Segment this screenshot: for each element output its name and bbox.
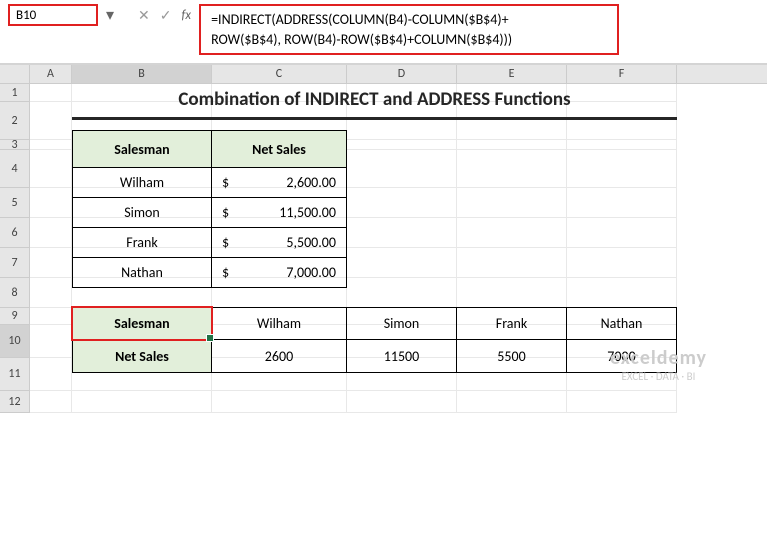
watermark-brand: exceldemy xyxy=(610,346,707,370)
col-header-e[interactable]: E xyxy=(457,65,567,83)
page-title: Combination of INDIRECT and ADDRESS Func… xyxy=(72,82,677,120)
table2-cell[interactable]: Frank xyxy=(457,307,567,340)
row-header-10[interactable]: 10 xyxy=(0,325,30,358)
formula-line-1: =INDIRECT(ADDRESS(COLUMN(B4)-COLUMN($B$4… xyxy=(211,10,607,30)
row-header-11[interactable]: 11 xyxy=(0,358,30,391)
table2-cell[interactable]: 5500 xyxy=(457,340,567,373)
table2-cell[interactable]: 2600 xyxy=(212,340,347,373)
row-header-12[interactable]: 12 xyxy=(0,391,30,413)
formula-bar: B10 ▾ ✕ ✓ fx =INDIRECT(ADDRESS(COLUMN(B4… xyxy=(0,0,767,64)
row-header-7[interactable]: 7 xyxy=(0,248,30,278)
table2-cell[interactable]: Wilham xyxy=(212,307,347,340)
column-headers: A B C D E F xyxy=(0,64,767,84)
table2-cell[interactable]: Simon xyxy=(347,307,457,340)
name-box[interactable]: B10 xyxy=(8,4,98,26)
col-header-d[interactable]: D xyxy=(347,65,457,83)
name-box-dropdown[interactable]: ▾ xyxy=(102,4,118,26)
source-table: Salesman Net Sales Wilham$2,600.00 Simon… xyxy=(72,130,347,288)
result-table: Salesman Wilham Simon Frank Nathan Net S… xyxy=(72,307,677,373)
table1-header-netsales[interactable]: Net Sales xyxy=(212,130,347,168)
row-header-5[interactable]: 5 xyxy=(0,188,30,218)
spreadsheet-grid: A B C D E F 1 2 3 4 5 6 7 8 9 10 11 12 C… xyxy=(0,64,767,413)
table1-header-salesman[interactable]: Salesman xyxy=(72,130,212,168)
watermark: exceldemy EXCEL · DATA · BI xyxy=(610,346,707,383)
table2-header-netsales[interactable]: Net Sales xyxy=(72,340,212,373)
row-header-6[interactable]: 6 xyxy=(0,218,30,248)
table2-cell[interactable]: 11500 xyxy=(347,340,457,373)
row-header-3[interactable]: 3 xyxy=(0,140,30,150)
watermark-tagline: EXCEL · DATA · BI xyxy=(610,370,707,383)
selected-cell-b10[interactable]: Salesman xyxy=(72,307,212,340)
select-all-corner[interactable] xyxy=(0,65,30,83)
table1-cell[interactable]: $2,600.00 xyxy=(212,168,347,198)
row-header-8[interactable]: 8 xyxy=(0,278,30,308)
formula-input[interactable]: =INDIRECT(ADDRESS(COLUMN(B4)-COLUMN($B$4… xyxy=(199,4,619,55)
row-header-4[interactable]: 4 xyxy=(0,150,30,188)
fx-icon[interactable]: fx xyxy=(181,8,191,23)
table1-cell[interactable]: Nathan xyxy=(72,258,212,288)
table1-cell[interactable]: $5,500.00 xyxy=(212,228,347,258)
formula-line-2: ROW($B$4), ROW(B4)-ROW($B$4)+COLUMN($B$4… xyxy=(211,30,607,50)
cancel-icon[interactable]: ✕ xyxy=(138,7,150,24)
col-header-a[interactable]: A xyxy=(30,65,72,83)
row-header-2[interactable]: 2 xyxy=(0,102,30,140)
row-header-9[interactable]: 9 xyxy=(0,308,30,325)
name-box-value: B10 xyxy=(16,8,36,23)
table1-cell[interactable]: $11,500.00 xyxy=(212,198,347,228)
col-header-f[interactable]: F xyxy=(567,65,677,83)
table2-cell[interactable]: Nathan xyxy=(567,307,677,340)
table1-cell[interactable]: Simon xyxy=(72,198,212,228)
col-header-b[interactable]: B xyxy=(72,65,212,83)
enter-icon[interactable]: ✓ xyxy=(160,7,172,24)
col-header-c[interactable]: C xyxy=(212,65,347,83)
table1-cell[interactable]: Frank xyxy=(72,228,212,258)
table1-cell[interactable]: Wilham xyxy=(72,168,212,198)
formula-bar-icons: ✕ ✓ fx xyxy=(138,4,191,26)
row-header-1[interactable]: 1 xyxy=(0,84,30,102)
table1-cell[interactable]: $7,000.00 xyxy=(212,258,347,288)
